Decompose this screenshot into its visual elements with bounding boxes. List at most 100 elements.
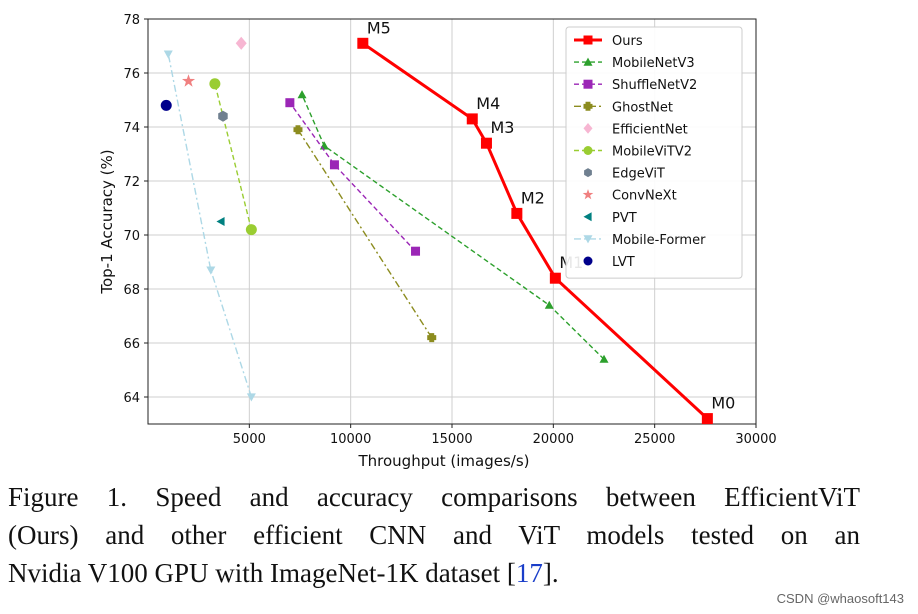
data-point-mobilevitv2-1: [209, 78, 221, 90]
figure-caption: Figure 1. Speed and accuracy comparisons…: [8, 478, 860, 592]
x-tick-label: 30000: [735, 432, 776, 447]
data-point-lvt-0: [160, 99, 172, 111]
data-point-shufflenetv2-0: [411, 246, 421, 256]
data-point-mobilenetv3-0: [599, 354, 609, 363]
data-point-pvt-0: [216, 217, 225, 226]
x-tick-label: 20000: [533, 432, 574, 447]
legend-label-lvt: LVT: [612, 255, 635, 270]
legend-item-edgevit: EdgeViT: [584, 167, 665, 182]
legend-marker-mobile-former: [583, 235, 593, 244]
data-point-ours-1: [549, 272, 561, 284]
legend-box: [565, 26, 743, 279]
legend-item-pvt: PVT: [583, 211, 637, 226]
series-ours: M0M1M2M3M4M5: [357, 18, 735, 425]
legend-label-pvt: PVT: [612, 211, 637, 226]
series-mobilevitv2: [209, 78, 257, 236]
series-lvt: [160, 99, 172, 111]
y-tick-label: 70: [123, 229, 140, 244]
series-line-mobile-former: [167, 53, 253, 398]
y-tick-label: 74: [123, 121, 140, 136]
legend-marker-shufflenetv2: [583, 79, 593, 89]
series-efficientnet: [235, 36, 247, 50]
data-point-ghostnet-1: [293, 125, 303, 135]
series-line-shufflenetv2: [289, 102, 417, 252]
point-label-m0: M0: [711, 394, 735, 413]
y-tick-label: 64: [123, 391, 140, 406]
series-line-ours: [361, 42, 709, 420]
legend-marker-lvt: [583, 256, 593, 266]
caption-line-1: Figure 1. Speed and accuracy comparisons…: [8, 482, 860, 512]
data-point-ours-4: [466, 113, 478, 125]
legend-item-mobilevitv2: MobileViTV2: [574, 145, 692, 160]
data-point-mobilenetv3-2: [319, 141, 329, 150]
data-point-ghostnet-0: [427, 333, 437, 343]
data-point-mobilenetv3-3: [297, 90, 307, 99]
legend-marker-ours: [583, 35, 593, 45]
caption-line-3-end: ].: [542, 558, 559, 588]
legend-label-convnext: ConvNeXt: [612, 189, 677, 204]
legend-marker-convnext: [582, 189, 594, 200]
caption-line-3: Nvidia V100 GPU with ImageNet-1K dataset…: [8, 554, 860, 592]
legend-item-convnext: ConvNeXt: [582, 189, 677, 204]
legend-label-ours: Ours: [612, 34, 643, 49]
data-point-edgevit-0: [218, 110, 228, 122]
legend-marker-efficientnet: [583, 123, 593, 134]
legend-label-ghostnet: GhostNet: [612, 100, 673, 115]
legend-marker-mobilevitv2: [583, 146, 593, 155]
point-label-m5: M5: [367, 18, 391, 37]
data-point-shufflenetv2-1: [329, 160, 339, 170]
y-tick-label: 78: [123, 13, 140, 28]
data-point-ours-0: [701, 413, 713, 425]
legend-marker-pvt: [583, 212, 592, 222]
citation-link[interactable]: 17: [515, 558, 543, 588]
data-point-ours-3: [480, 137, 492, 149]
x-tick-label: 5000: [233, 432, 266, 447]
data-point-mobilevitv2-0: [245, 224, 257, 236]
legend-item-mobilenetv3: MobileNetV3: [574, 56, 695, 71]
series-shufflenetv2: [285, 98, 421, 256]
y-tick-label: 76: [123, 67, 140, 82]
legend-label-mobile-former: Mobile-Former: [612, 233, 706, 248]
x-tick-label: 25000: [634, 432, 675, 447]
data-point-ours-2: [511, 207, 523, 219]
legend-marker-edgevit: [584, 168, 592, 178]
x-tick-label: 10000: [330, 432, 371, 447]
chart: 5000 10000 15000 20000 25000 30000 64 66 68 70 72 7…: [98, 13, 777, 470]
point-label-m4: M4: [476, 94, 500, 113]
legend-item-ghostnet: GhostNet: [574, 100, 673, 115]
series-edgevit: [218, 110, 228, 122]
series-ghostnet: [293, 125, 437, 343]
data-point-convnext-0: [182, 74, 196, 87]
y-tick-label: 68: [123, 283, 140, 298]
legend-label-edgevit: EdgeViT: [612, 167, 665, 182]
series-line-ghostnet: [297, 129, 433, 338]
data-point-mobile-former-1: [206, 266, 216, 275]
data-point-ours-5: [357, 37, 369, 49]
legend-item-lvt: LVT: [583, 255, 635, 270]
legend-item-mobile-former: Mobile-Former: [574, 233, 706, 248]
y-tick-label: 72: [123, 175, 140, 190]
data-point-mobilenetv3-1: [544, 300, 554, 309]
point-label-m3: M3: [490, 118, 514, 137]
legend-item-ours: Ours: [574, 34, 643, 49]
legend-marker-ghostnet: [583, 101, 593, 111]
legend-item-shufflenetv2: ShuffleNetV2: [574, 78, 697, 93]
legend-item-efficientnet: EfficientNet: [583, 122, 688, 137]
data-point-mobile-former-0: [246, 393, 256, 402]
x-axis-label: Throughput (images/s): [357, 452, 529, 470]
y-tick-label: 66: [123, 337, 140, 352]
series-line-mobilenetv3: [301, 94, 605, 360]
series-mobile-former: [163, 50, 256, 402]
point-label-m2: M2: [521, 188, 545, 207]
legend: Ours MobileNetV3 ShuffleNetV2 GhostNet Effic…: [565, 26, 743, 279]
data-point-efficientnet-0: [235, 36, 247, 50]
legend-label-shufflenetv2: ShuffleNetV2: [612, 78, 697, 93]
legend-label-mobilenetv3: MobileNetV3: [612, 56, 695, 71]
caption-line-2: (Ours) and other efficient CNN and ViT m…: [8, 520, 860, 550]
series-pvt: [216, 217, 225, 226]
watermark: CSDN @whaosoft143: [776, 591, 904, 606]
series-mobilenetv3: [297, 90, 609, 363]
data-point-mobile-former-2: [163, 50, 173, 59]
series-line-mobilevitv2: [214, 83, 253, 230]
legend-label-mobilevitv2: MobileViTV2: [612, 145, 692, 160]
